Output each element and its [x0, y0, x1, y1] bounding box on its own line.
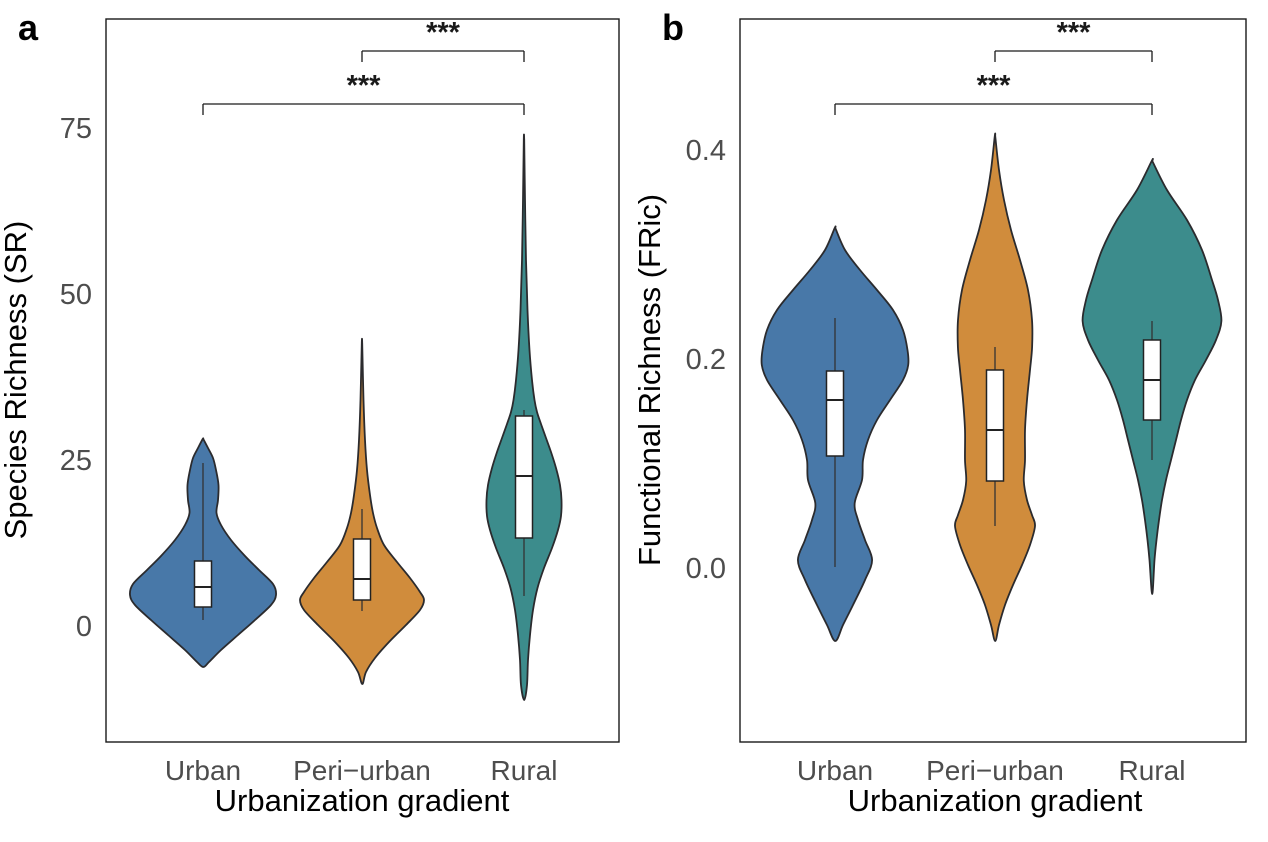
svg-text:Urbanization gradient: Urbanization gradient [215, 783, 510, 818]
svg-text:Rural: Rural [491, 755, 558, 786]
svg-text:Species Richness (SR): Species Richness (SR) [0, 221, 33, 540]
svg-text:a: a [18, 7, 39, 48]
svg-text:Peri−urban: Peri−urban [293, 755, 431, 786]
svg-text:Urban: Urban [797, 755, 873, 786]
svg-text:***: *** [426, 17, 461, 49]
svg-text:Urban: Urban [165, 755, 241, 786]
svg-text:0: 0 [76, 611, 92, 643]
svg-text:0.2: 0.2 [686, 344, 726, 376]
svg-text:Rural: Rural [1119, 755, 1186, 786]
svg-text:***: *** [977, 70, 1012, 102]
svg-text:Peri−urban: Peri−urban [926, 755, 1064, 786]
svg-text:Functional Richness (FRic): Functional Richness (FRic) [632, 194, 667, 566]
svg-text:50: 50 [60, 279, 92, 311]
svg-text:Urbanization gradient: Urbanization gradient [848, 783, 1143, 818]
svg-text:***: *** [347, 70, 382, 102]
svg-text:0.4: 0.4 [686, 135, 726, 167]
svg-text:***: *** [1057, 17, 1092, 49]
svg-text:75: 75 [60, 113, 92, 145]
svg-text:b: b [662, 7, 684, 48]
svg-text:0.0: 0.0 [686, 553, 726, 585]
svg-text:25: 25 [60, 445, 92, 477]
